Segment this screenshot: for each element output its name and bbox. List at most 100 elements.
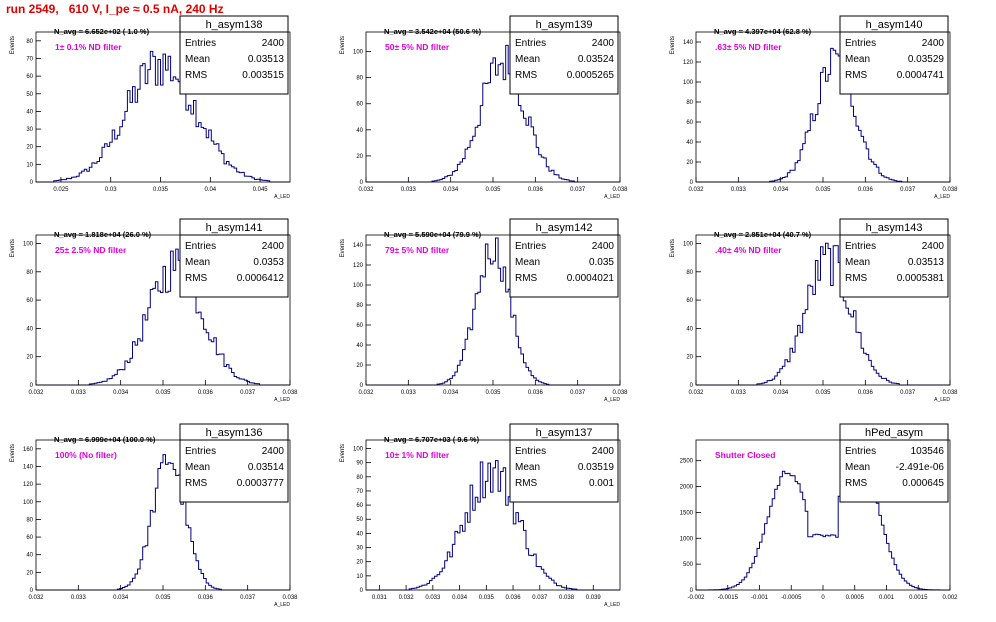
stats-box (839, 439, 949, 503)
stats-value: 2400 (592, 241, 615, 252)
y-tick-label: 60 (26, 298, 33, 304)
stats-value: 0.0004021 (567, 273, 615, 284)
stats-value: 2400 (262, 38, 285, 49)
stats-box (509, 234, 619, 298)
y-tick-label: 20 (356, 154, 363, 160)
x-tick-label: 0.036 (506, 595, 522, 601)
x-tick-label: 0.033 (71, 390, 87, 396)
y-tick-label: 50 (26, 92, 33, 98)
stats-value: 0.0005265 (567, 70, 615, 81)
x-tick-label: 0.032 (399, 595, 415, 601)
navg-label: N_avg = 4.397e+04 (62.8 %) (714, 27, 812, 36)
y-tick-label: 60 (26, 74, 33, 80)
panel-h_asym140: 0.032 0.033 0.034 0.035 0.036 0.037 0.038 0 20 40… (670, 15, 958, 200)
y-tick-label: 20 (356, 560, 363, 566)
x-tick-label: 0.038 (559, 595, 575, 601)
histogram-line (696, 242, 950, 386)
x-tick-label: 0.038 (612, 187, 628, 193)
x-tick-label: 0.038 (942, 187, 958, 193)
stats-key: RMS (515, 273, 538, 284)
stats-key: RMS (515, 70, 538, 81)
stats-key: Entries (845, 446, 876, 457)
stats-value: 0.000645 (902, 478, 944, 489)
panel-h_asym136: 0.032 0.033 0.034 0.035 0.036 0.037 0.038 0 20 40… (10, 423, 298, 608)
x-tick-label: 0.034 (452, 595, 468, 601)
y-axis-label: Events (10, 36, 16, 54)
x-axis-label: A_LED (274, 397, 290, 403)
navg-label: N_avg = 1.818e+04 (26.0 %) (54, 230, 152, 239)
y-tick-label: 50 (356, 517, 363, 523)
x-tick-label: 0.033 (731, 187, 747, 193)
x-tick-label: 0.035 (485, 390, 501, 396)
x-tick-label: 0.032 (688, 187, 704, 193)
x-tick-label: 0.036 (198, 390, 214, 396)
y-tick-label: 100 (683, 241, 694, 247)
hist-title: h_asym140 (866, 19, 923, 31)
stats-value: 2400 (592, 38, 615, 49)
x-tick-label: 0.033 (401, 187, 417, 193)
x-tick-label: 0.037 (532, 595, 548, 601)
y-axis-label: Events (670, 239, 676, 257)
x-axis-label: A_LED (934, 397, 950, 403)
histogram-line (366, 460, 620, 591)
filter-label: .63± 5% ND filter (715, 42, 782, 52)
x-tick-label: 0.037 (240, 595, 256, 601)
x-tick-label: -0.0015 (718, 595, 739, 601)
y-axis-label: Events (670, 36, 676, 54)
x-tick-label: 0.033 (425, 595, 441, 601)
stats-key: RMS (845, 273, 868, 284)
stats-value: 2400 (592, 446, 615, 457)
y-tick-label: 20 (26, 145, 33, 151)
y-axis-label: Events (340, 36, 346, 54)
x-tick-label: 0.031 (372, 595, 388, 601)
x-tick-label: 0.034 (443, 187, 459, 193)
stats-key: Mean (515, 257, 540, 268)
stats-box (839, 234, 949, 298)
stats-value: 2400 (922, 241, 945, 252)
x-tick-label: 0.034 (773, 390, 789, 396)
hist-title: h_asym142 (536, 222, 593, 234)
x-tick-label: 0.037 (900, 390, 916, 396)
x-tick-label: 0.037 (570, 390, 586, 396)
x-tick-label: 0.038 (942, 390, 958, 396)
y-tick-label: 40 (356, 531, 363, 537)
stats-value: 0.03513 (908, 257, 945, 268)
y-tick-label: 80 (686, 100, 693, 106)
x-tick-label: 0.036 (858, 390, 874, 396)
stats-key: Entries (185, 446, 216, 457)
y-tick-label: 80 (26, 270, 33, 276)
plot-frame (35, 31, 291, 183)
y-tick-label: 40 (686, 326, 693, 332)
y-axis-label: Events (340, 444, 346, 462)
stats-value: 2400 (262, 241, 285, 252)
x-axis-label: A_LED (604, 397, 620, 403)
stats-value: 103546 (911, 446, 945, 457)
y-tick-label: 140 (23, 464, 34, 470)
stats-value: 2400 (262, 446, 285, 457)
hist-title: h_asym137 (536, 427, 593, 439)
stats-value: 0.0006412 (237, 273, 285, 284)
stats-key: Entries (185, 241, 216, 252)
stats-key: Mean (845, 54, 870, 65)
stats-value: 0.003515 (242, 70, 284, 81)
stats-key: Entries (515, 446, 546, 457)
y-tick-label: 20 (356, 363, 363, 369)
x-tick-label: 0.034 (773, 187, 789, 193)
y-tick-label: 140 (683, 40, 694, 46)
navg-label: N_avg = 5.590e+04 (79.9 %) (384, 230, 482, 239)
stats-key: Entries (515, 241, 546, 252)
y-tick-label: 2000 (680, 485, 694, 491)
y-tick-label: 30 (26, 127, 33, 133)
stats-key: Mean (845, 462, 870, 473)
y-tick-label: 120 (683, 60, 694, 66)
x-tick-label: 0.045 (253, 187, 269, 193)
hist-title: hPed_asym (865, 427, 923, 439)
x-tick-label: 0.035 (153, 187, 169, 193)
stats-key: RMS (185, 70, 208, 81)
y-tick-label: 0 (30, 180, 34, 186)
stats-key: RMS (185, 273, 208, 284)
x-tick-label: 0.035 (479, 595, 495, 601)
y-tick-label: 120 (353, 263, 364, 269)
stats-box (509, 31, 619, 95)
x-tick-label: 0.032 (28, 390, 44, 396)
